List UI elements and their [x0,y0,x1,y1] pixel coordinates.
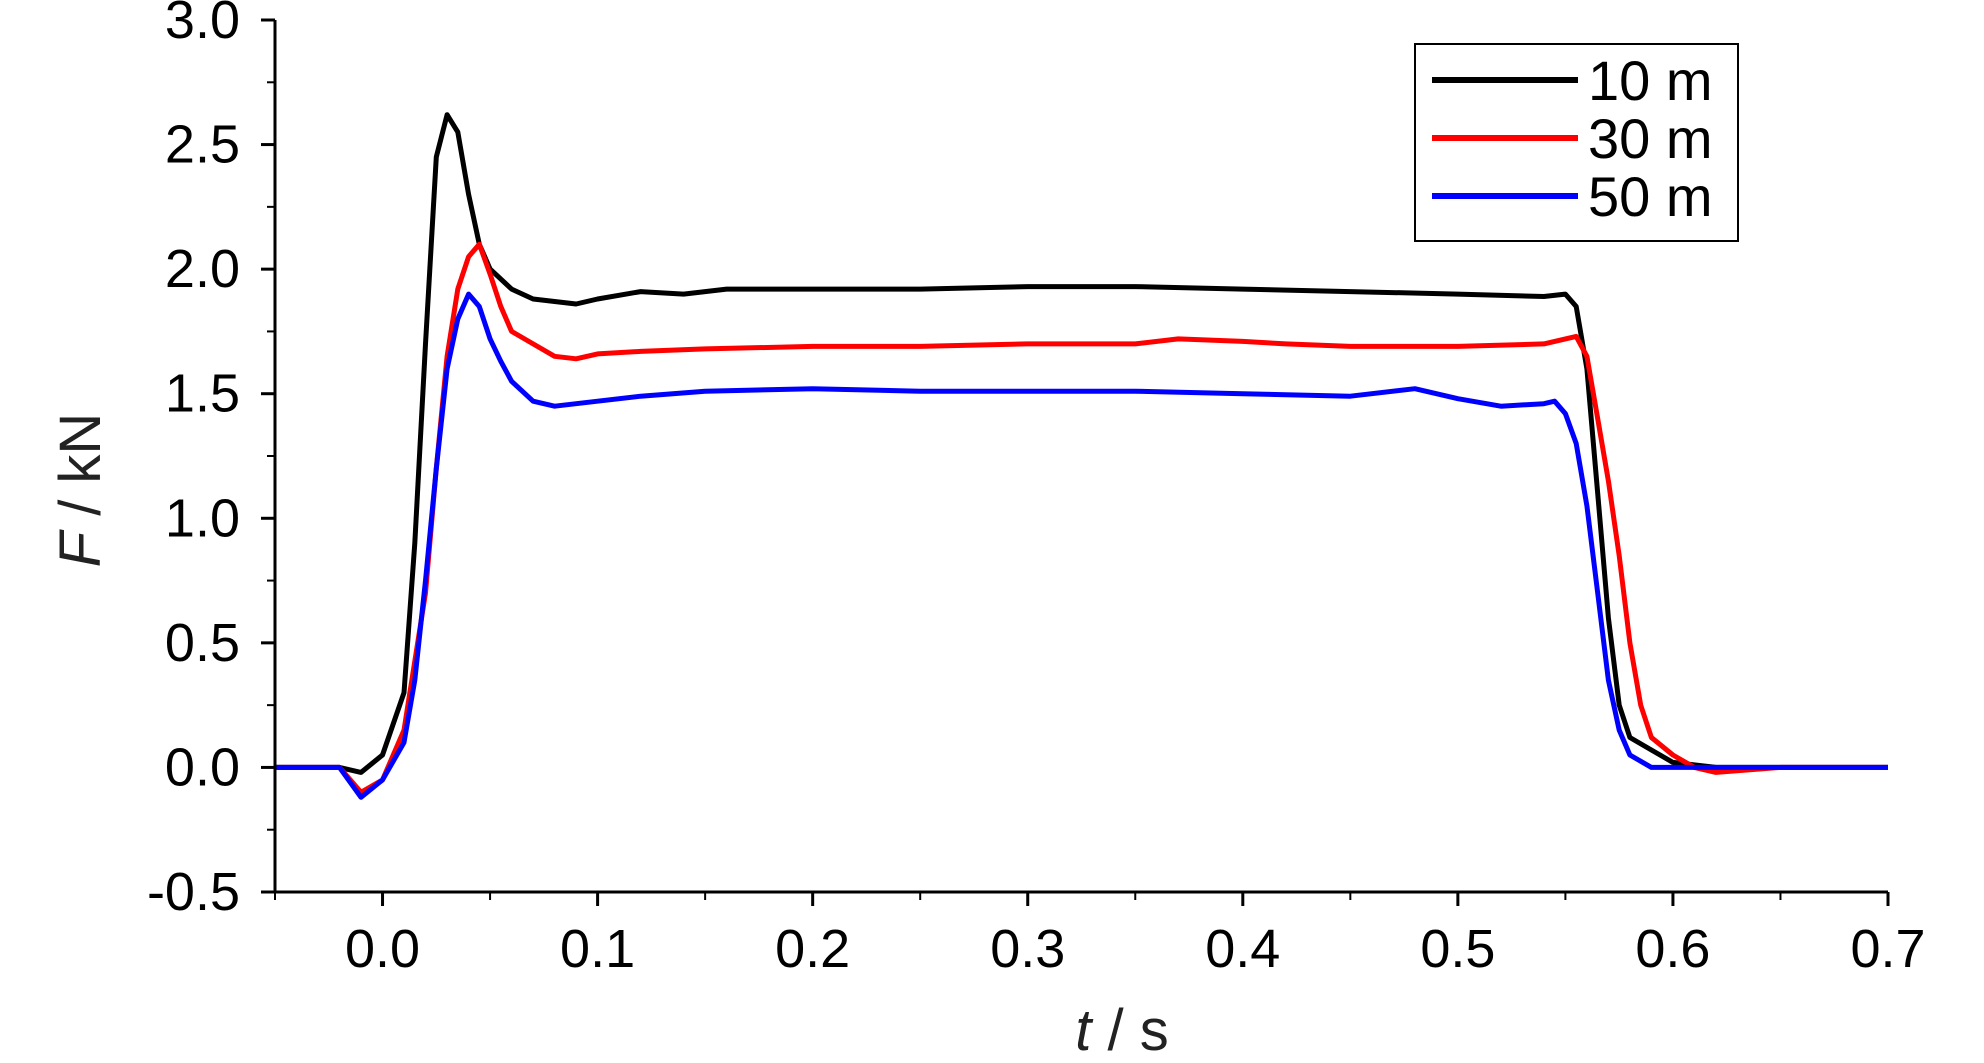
x-axis-unit: / s [1091,998,1168,1063]
legend-label-3: 50 m [1588,165,1713,228]
x-tick-label: 0.6 [1635,919,1710,979]
x-axis-label: t / s [1075,998,1168,1063]
y-axis-symbol: F [48,528,113,567]
y-tick-label: 2.0 [165,239,240,299]
tick-labels: 0.0 0.1 0.2 0.3 0.4 0.5 0.6 0.7 -0.5 0.0 0.5 1.0 1.5… [147,0,1926,979]
x-tick-label: 0.5 [1420,919,1495,979]
y-axis-unit: / kN [48,413,113,532]
legend-label-2: 30 m [1588,107,1713,170]
x-tick-label: 0.1 [560,919,635,979]
y-axis-label: F / kN [48,413,113,568]
x-tick-label: 0.4 [1205,919,1280,979]
x-tick-label: 0.7 [1850,919,1925,979]
y-tick-label: 1.5 [165,364,240,424]
y-tick-label: 1.0 [165,488,240,548]
series-layer [275,112,1888,800]
y-tick-label: 2.5 [165,115,240,175]
series-line-1 [275,112,1888,775]
ticks [261,18,1890,906]
legend-box [1414,43,1739,242]
y-tick-label: -0.5 [147,862,240,922]
x-axis-symbol: t [1075,998,1094,1063]
y-tick-label: 0.0 [165,737,240,797]
legend-label-1: 10 m [1588,49,1713,112]
x-tick-label: 0.3 [990,919,1065,979]
series-line-2 [275,241,1888,795]
y-tick-label: 3.0 [165,0,240,50]
y-tick-label: 0.5 [165,613,240,673]
legend: 10 m30 m50 m [1414,43,1739,242]
x-tick-label: 0.2 [775,919,850,979]
x-tick-label: 0.0 [345,919,420,979]
series-line-3 [275,291,1888,800]
